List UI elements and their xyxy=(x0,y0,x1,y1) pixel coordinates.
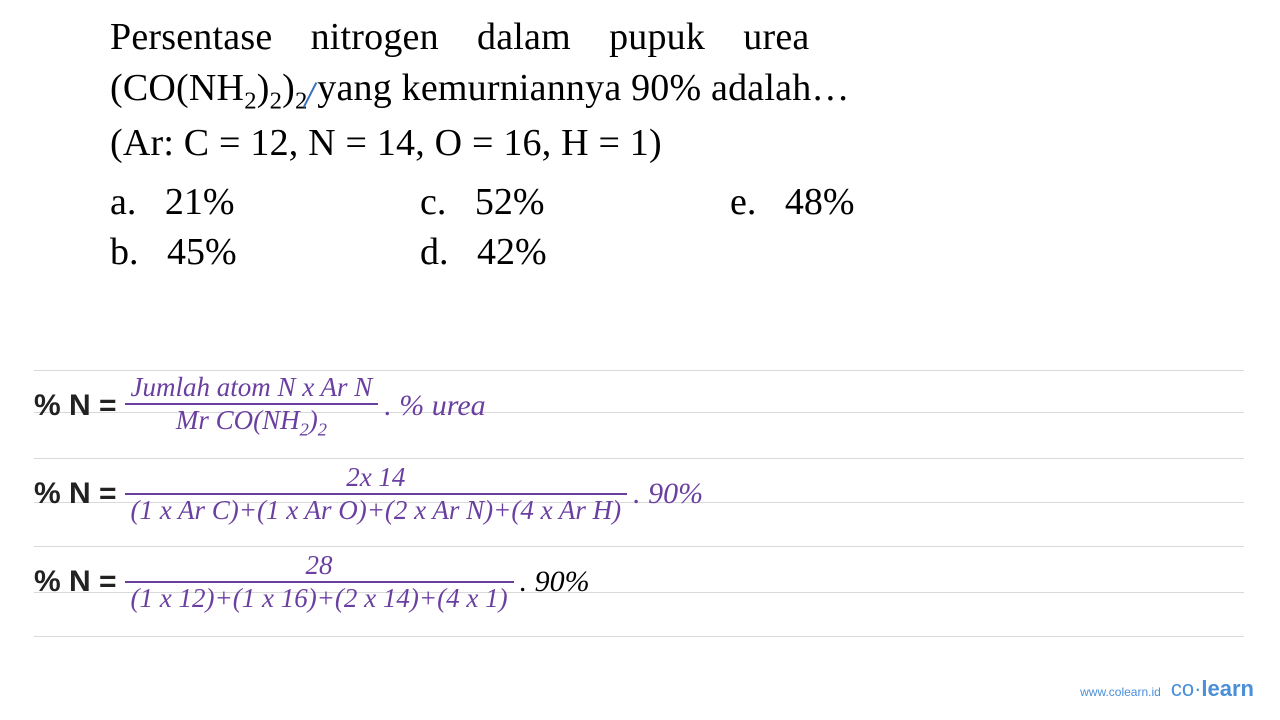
formula-post: yang kemurniannya 90% adalah… xyxy=(317,67,849,109)
frac1-den-sub1: 2 xyxy=(300,419,309,439)
formula-sub2: 2 xyxy=(270,88,283,115)
work-row-2: % N = 2x 14 (1 x Ar C)+(1 x Ar O)+(2 x A… xyxy=(34,450,1244,538)
brand-co: co xyxy=(1171,676,1194,701)
fraction-1: Jumlah atom N x Ar N Mr CO(NH2)2 xyxy=(125,372,379,441)
work-area: % N = Jumlah atom N x Ar N Mr CO(NH2)2 .… xyxy=(34,362,1244,626)
question-line-2: (CO(NH2)2)2 yang kemurniannya 90% adalah… xyxy=(110,63,1210,118)
lhs-3: % N = xyxy=(34,565,117,599)
question-line-1: Persentase nitrogen dalam pupuk urea xyxy=(110,12,1210,63)
fraction-2: 2x 14 (1 x Ar C)+(1 x Ar O)+(2 x Ar N)+(… xyxy=(125,462,628,526)
work-row-3: % N = 28 (1 x 12)+(1 x 16)+(2 x 14)+(4 x… xyxy=(34,538,1244,626)
question-line-3: (Ar: C = 12, N = 14, O = 16, H = 1) xyxy=(110,118,1210,169)
lhs-2: % N = xyxy=(34,477,117,511)
brand-learn: learn xyxy=(1201,676,1254,701)
formula-mid1: ) xyxy=(257,67,270,109)
tail-2: . 90% xyxy=(633,477,703,511)
fraction-3: 28 (1 x 12)+(1 x 16)+(2 x 14)+(4 x 1) xyxy=(125,550,514,614)
frac1-den-mid: ) xyxy=(309,405,318,435)
footer-brand: co·learn xyxy=(1171,676,1254,702)
footer-url: www.colearn.id xyxy=(1080,685,1161,699)
option-e: e. 48% xyxy=(730,180,1040,224)
tail-1: . % urea xyxy=(384,389,485,423)
question-block: Persentase nitrogen dalam pupuk urea (CO… xyxy=(110,12,1210,274)
frac1-den-pre: Mr CO(NH xyxy=(176,405,300,435)
work-row-1: % N = Jumlah atom N x Ar N Mr CO(NH2)2 .… xyxy=(34,362,1244,450)
formula-mid2: ) xyxy=(282,67,295,109)
frac2-den: (1 x Ar C)+(1 x Ar O)+(2 x Ar N)+(4 x Ar… xyxy=(125,495,628,526)
footer: www.colearn.id co·learn xyxy=(1080,676,1254,702)
option-d: d. 42% xyxy=(420,230,730,274)
ruled-line xyxy=(34,636,1244,637)
frac2-num: 2x 14 xyxy=(340,462,411,493)
frac3-num: 28 xyxy=(300,550,339,581)
formula-pre: (CO(NH xyxy=(110,67,244,109)
frac3-den: (1 x 12)+(1 x 16)+(2 x 14)+(4 x 1) xyxy=(125,583,514,614)
formula-sub1: 2 xyxy=(244,88,257,115)
frac1-den: Mr CO(NH2)2 xyxy=(170,405,333,441)
option-a: a. 21% xyxy=(110,180,420,224)
options-grid: a. 21% c. 52% e. 48% b. 45% d. 42% xyxy=(110,180,1210,274)
lhs-1: % N = xyxy=(34,389,117,423)
option-c: c. 52% xyxy=(420,180,730,224)
tail-3: . 90% xyxy=(520,565,590,599)
frac1-num: Jumlah atom N x Ar N xyxy=(125,372,379,403)
frac1-den-sub2: 2 xyxy=(318,419,327,439)
option-b: b. 45% xyxy=(110,230,420,274)
